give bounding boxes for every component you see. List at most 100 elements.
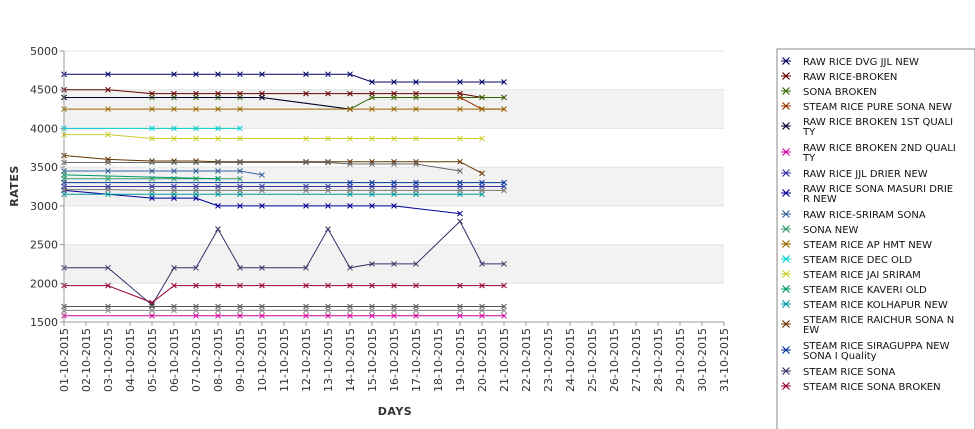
x-tick-label: 10-10-2015 [256,328,269,392]
x-tick-label: 04-10-2015 [124,328,137,392]
data-point-marker [237,203,243,209]
data-point-marker [457,210,463,217]
x-tick-label: 31-10-2015 [718,328,731,392]
data-point-marker [215,282,221,289]
data-point-marker [259,172,265,178]
data-point-marker [303,187,309,194]
data-point-marker [215,175,221,182]
x-tick-label: 01-10-2015 [58,328,71,392]
legend-label: STEAM RICE AP HMT NEW [803,240,932,251]
data-point-marker [105,191,111,198]
data-point-marker [193,264,199,271]
data-point-marker [369,161,375,167]
y-tick-label: 3000 [30,200,58,213]
series-7 [61,187,463,217]
data-point-marker [237,159,243,166]
data-point-marker [215,203,221,209]
data-point-marker [479,312,485,319]
legend-items: RAW RICE DVG JJL NEW RAW RICE-BROKEN SONA … [781,57,956,393]
legend-box [776,48,975,429]
legend-entry: STEAM RICE KOLHAPUR NEW [781,300,948,311]
data-point-marker [347,106,353,112]
data-point-marker [215,125,221,132]
data-point-marker [325,226,331,232]
data-point-marker [391,158,397,165]
data-point-marker [347,135,353,142]
data-point-marker [259,71,265,78]
data-point-marker [237,135,243,142]
data-point-marker [369,203,375,209]
data-point-marker [259,264,265,271]
legend-label: STEAM RICE JAI SRIRAM [803,270,921,281]
x-tick-label: 17-10-2015 [410,328,423,392]
series-17 [61,218,507,308]
x-tick-label: 02-10-2015 [80,328,93,392]
data-point-marker [105,168,111,174]
legend-label: EW [803,325,819,336]
series-18 [61,282,507,306]
data-point-marker [347,187,353,194]
data-point-marker [105,264,111,271]
data-point-marker [457,187,463,194]
legend-label: STEAM RICE KAVERI OLD [803,285,927,296]
data-point-marker [171,282,177,289]
legend-label: SONA BROKEN [803,87,877,98]
series-0 [61,71,507,85]
data-point-marker [325,282,331,289]
data-point-marker [479,79,485,85]
data-point-marker [149,125,155,132]
data-point-marker [193,187,199,194]
data-point-marker [501,179,507,186]
data-point-marker [259,282,265,289]
data-point-marker [325,71,331,78]
data-point-marker [105,131,111,138]
data-point-marker [413,158,419,165]
x-tick-label: 05-10-2015 [146,328,159,392]
x-tick-label: 27-10-2015 [630,328,643,392]
data-point-marker [303,312,309,319]
x-tick-label: 30-10-2015 [696,328,709,392]
data-point-marker [171,159,177,166]
data-point-marker [237,264,243,271]
x-tick-label: 03-10-2015 [102,328,115,392]
data-point-marker [369,312,375,319]
legend-entry: RAW RICE-SRIRAM SONA [781,210,926,221]
data-point-marker [325,159,331,166]
x-tick-labels: 01-10-2015 02-10-2015 03-10-2015 04-10-2015… [58,322,731,392]
x-tick-label: 26-10-2015 [608,328,621,392]
data-point-marker [457,218,463,225]
data-point-marker [193,106,199,112]
series-layer [61,71,507,319]
data-point-marker [457,307,463,314]
legend-label: STEAM RICE SONA BROKEN [803,382,941,393]
x-tick-label: 20-10-2015 [476,328,489,392]
x-tick-label: 29-10-2015 [674,328,687,392]
x-tick-label: 08-10-2015 [212,328,225,392]
legend-label: STEAM RICE KOLHAPUR NEW [803,300,948,311]
data-point-marker [149,312,155,319]
data-point-marker [215,307,221,314]
x-tick-label: 21-10-2015 [498,328,511,392]
data-point-marker [391,261,397,267]
data-point-marker [413,106,419,112]
data-point-marker [391,282,397,289]
series-12 [61,131,485,142]
data-point-marker [237,187,243,194]
data-point-marker [325,90,331,97]
data-point-marker [501,106,507,112]
data-point-marker [457,106,463,112]
data-point-marker [215,158,221,165]
data-point-marker [369,187,375,194]
legend-entry: STEAM RICE RAICHUR SONA NEW [781,315,954,336]
data-point-marker [369,158,375,165]
data-point-marker [215,312,221,319]
data-point-marker [479,282,485,289]
data-point-marker [105,175,111,182]
series-20 [61,159,463,174]
data-point-marker [193,175,199,182]
data-point-marker [391,94,397,101]
data-point-marker [501,94,507,101]
data-point-marker [171,71,177,78]
